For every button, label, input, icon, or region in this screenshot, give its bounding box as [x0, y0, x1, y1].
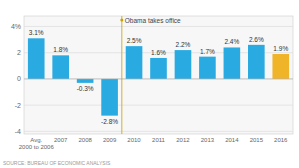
y-tick-label: -2	[15, 102, 21, 109]
x-tick-label: 2010	[127, 137, 141, 143]
data-label: -2.8%	[101, 118, 118, 125]
annotation-dot	[120, 19, 123, 22]
bar	[175, 50, 192, 79]
x-tick-label: 2008	[78, 137, 92, 143]
grid-line	[24, 105, 293, 106]
x-tick-label-line: 2000 to 2006	[19, 144, 55, 150]
x-tick-label-line: 2015	[250, 137, 264, 143]
x-tick-label: 2016	[274, 137, 288, 143]
source: SOURCE: BUREAU OF ECONOMIC ANALYSIS	[3, 160, 111, 166]
bar	[248, 45, 265, 79]
x-tick-label-line: 2016	[274, 137, 288, 143]
x-tick-label: 2009	[103, 137, 117, 143]
y-tick-label: 4%	[11, 23, 21, 30]
x-tick-label-line: 2009	[103, 137, 117, 143]
x-tick-label-line: 2014	[225, 137, 239, 143]
data-label: -0.3%	[77, 85, 94, 92]
annotation-line	[121, 16, 122, 134]
bars	[28, 38, 289, 115]
bar	[126, 46, 143, 79]
y-tick-label: -4	[15, 128, 21, 135]
data-label: 2.4%	[224, 38, 239, 45]
x-tick-label: 2012	[176, 137, 190, 143]
data-label: 2.2%	[176, 41, 191, 48]
x-tick-label: Avg.2000 to 2006	[19, 137, 55, 150]
zero-line	[24, 78, 293, 79]
data-label: 2.5%	[127, 37, 142, 44]
bar	[150, 58, 167, 79]
x-tick-label: 2011	[152, 137, 166, 143]
y-tick-label: 0	[17, 75, 21, 82]
grid-line	[24, 131, 293, 132]
plot-area	[24, 16, 293, 134]
data-label: 2.6%	[249, 36, 264, 43]
bar	[52, 55, 69, 79]
bar	[101, 79, 118, 116]
data-label: 3.1%	[29, 29, 44, 36]
x-tick-label: 2015	[250, 137, 264, 143]
annotation: Obama takes office	[125, 17, 181, 24]
data-label: 1.9%	[273, 45, 288, 52]
x-tick-label-line: 2013	[201, 137, 215, 143]
data-label: 1.7%	[200, 48, 215, 55]
x-tick-label-line: 2008	[78, 137, 92, 143]
y-tick-label: 2	[17, 49, 21, 56]
bar	[199, 57, 216, 79]
x-tick-label-line: 2007	[54, 137, 68, 143]
bar	[272, 54, 289, 79]
data-label: 1.8%	[53, 46, 68, 53]
data-label: 1.6%	[151, 49, 166, 56]
bar	[77, 79, 94, 83]
x-tick-label: 2013	[201, 137, 215, 143]
x-tick-label: 2014	[225, 137, 239, 143]
x-tick-label-line: 2011	[152, 137, 166, 143]
x-tick-label-line: 2012	[176, 137, 190, 143]
x-tick-label: 2007	[54, 137, 68, 143]
grid-line	[24, 26, 293, 27]
x-tick-label-line: 2010	[127, 137, 141, 143]
x-tick-label-line: Avg.	[30, 137, 42, 143]
chart: -4 -2 0 2 4% Obama takes office 3.1% 1.8% -0.3% -…	[0, 0, 299, 168]
bar	[224, 47, 241, 78]
bar	[28, 38, 45, 79]
